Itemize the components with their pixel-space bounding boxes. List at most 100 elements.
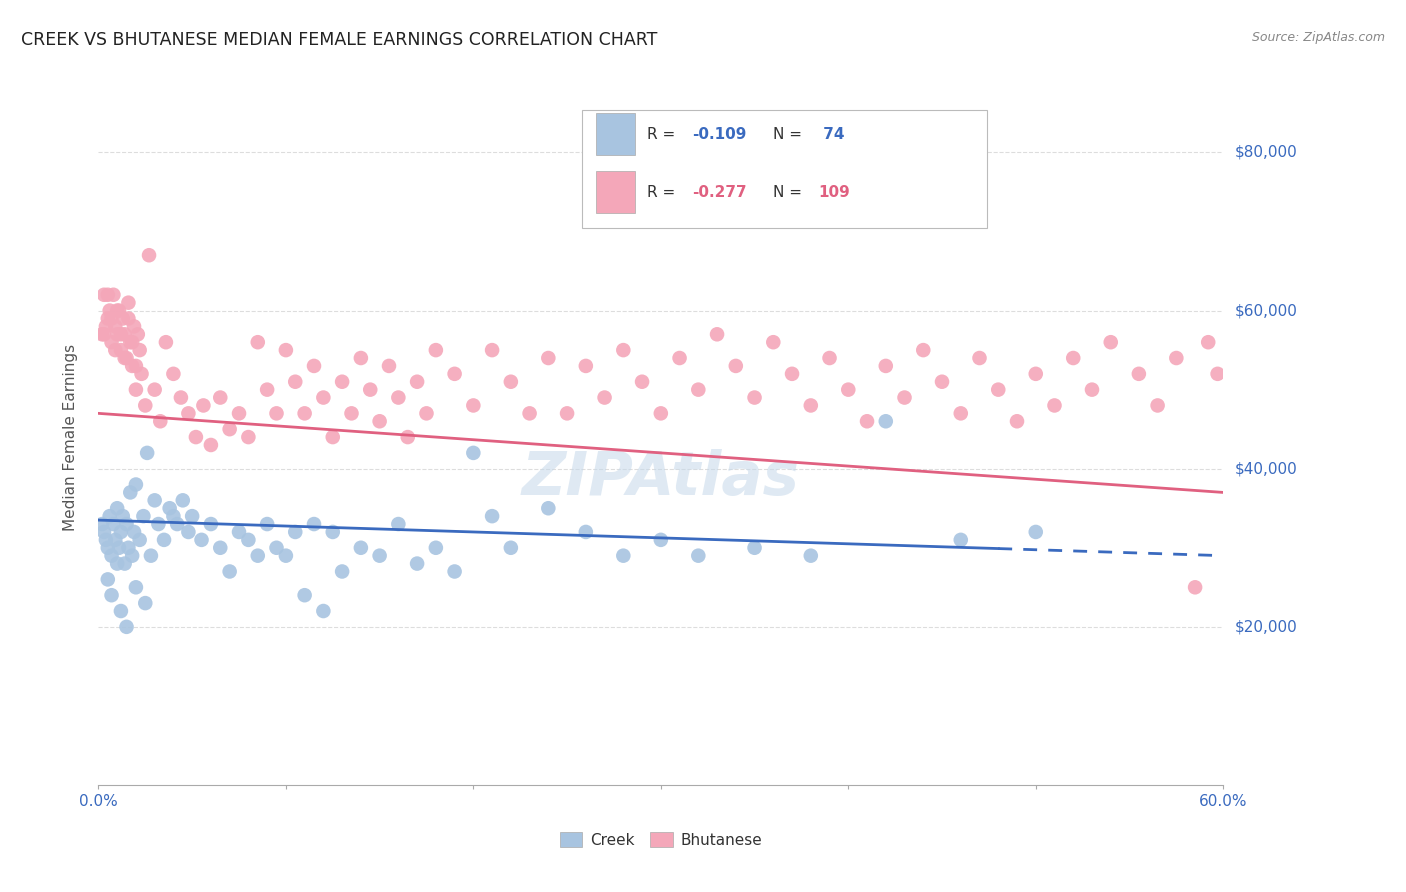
Point [162, 509, 184, 524]
Point [266, 541, 288, 555]
Point [463, 399, 485, 413]
Point [481, 343, 503, 358]
Point [1043, 399, 1066, 413]
Point [780, 367, 803, 381]
Point [105, 303, 128, 318]
Point [875, 414, 897, 428]
Text: $40,000: $40,000 [1234, 461, 1298, 476]
Point [274, 343, 297, 358]
Point [143, 493, 166, 508]
Point [368, 414, 391, 428]
Point [93, 327, 115, 342]
Point [350, 541, 373, 555]
Point [800, 549, 823, 563]
Point [134, 399, 156, 413]
Point [612, 549, 634, 563]
Point [837, 383, 859, 397]
Point [330, 565, 353, 579]
Point [312, 604, 335, 618]
Text: -0.109: -0.109 [692, 127, 747, 142]
Point [110, 343, 132, 358]
Point [200, 438, 222, 452]
Point [128, 343, 150, 358]
Point [762, 335, 785, 350]
Point [115, 351, 138, 365]
Point [555, 406, 578, 420]
Point [1166, 351, 1188, 365]
Point [238, 430, 260, 444]
Point [650, 533, 672, 547]
Point [800, 399, 823, 413]
Point [143, 383, 166, 397]
Point [159, 501, 181, 516]
Point [537, 351, 560, 365]
Text: R =: R = [647, 127, 681, 142]
Point [94, 319, 117, 334]
Point [166, 516, 188, 531]
Point [115, 620, 138, 634]
Point [105, 501, 128, 516]
Point [537, 501, 560, 516]
Point [1025, 524, 1047, 539]
Point [115, 516, 138, 531]
Point [425, 343, 447, 358]
Text: $80,000: $80,000 [1234, 145, 1298, 160]
Point [125, 477, 148, 491]
Point [218, 422, 240, 436]
Point [103, 287, 125, 301]
Point [93, 287, 115, 301]
Point [132, 509, 155, 524]
Point [114, 327, 136, 342]
Point [1099, 335, 1122, 350]
Point [406, 375, 429, 389]
Point [425, 541, 447, 555]
Point [155, 335, 177, 350]
Point [184, 430, 207, 444]
Point [688, 383, 710, 397]
Point [128, 533, 150, 547]
Point [218, 565, 240, 579]
Point [111, 311, 134, 326]
Point [122, 524, 145, 539]
FancyBboxPatch shape [596, 113, 636, 155]
Point [100, 335, 122, 350]
Point [228, 406, 250, 420]
Point [987, 383, 1010, 397]
Point [209, 541, 232, 555]
Point [575, 359, 598, 373]
Point [200, 516, 222, 531]
Point [368, 549, 391, 563]
Point [302, 359, 325, 373]
Point [340, 406, 363, 420]
Point [138, 248, 160, 262]
Point [256, 383, 278, 397]
Point [120, 485, 142, 500]
Text: N =: N = [773, 185, 807, 200]
Point [97, 287, 120, 301]
Point [98, 509, 121, 524]
Point [443, 367, 465, 381]
Point [97, 573, 120, 587]
Point [91, 516, 114, 531]
Point [193, 399, 215, 413]
Point [177, 524, 200, 539]
Point [172, 493, 194, 508]
Point [125, 359, 148, 373]
Point [93, 524, 115, 539]
Point [1197, 335, 1219, 350]
Point [110, 524, 132, 539]
Point [97, 311, 120, 326]
Point [114, 557, 136, 571]
Point [443, 565, 465, 579]
Point [111, 509, 134, 524]
Point [266, 406, 288, 420]
Point [148, 516, 170, 531]
Point [114, 351, 136, 365]
Point [117, 311, 139, 326]
Point [139, 549, 162, 563]
Text: CREEK VS BHUTANESE MEDIAN FEMALE EARNINGS CORRELATION CHART: CREEK VS BHUTANESE MEDIAN FEMALE EARNING… [21, 31, 658, 49]
Point [893, 391, 915, 405]
Point [162, 367, 184, 381]
Point [110, 604, 132, 618]
Point [153, 533, 176, 547]
